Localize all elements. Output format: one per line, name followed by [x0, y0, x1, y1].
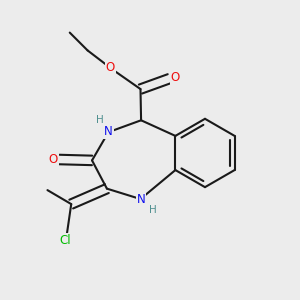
Text: N: N — [137, 193, 146, 206]
Text: O: O — [171, 71, 180, 84]
Text: N: N — [104, 125, 113, 138]
Text: Cl: Cl — [59, 234, 71, 247]
Text: H: H — [96, 115, 103, 125]
Text: O: O — [49, 153, 58, 166]
Text: O: O — [106, 61, 115, 74]
Text: H: H — [149, 205, 157, 215]
